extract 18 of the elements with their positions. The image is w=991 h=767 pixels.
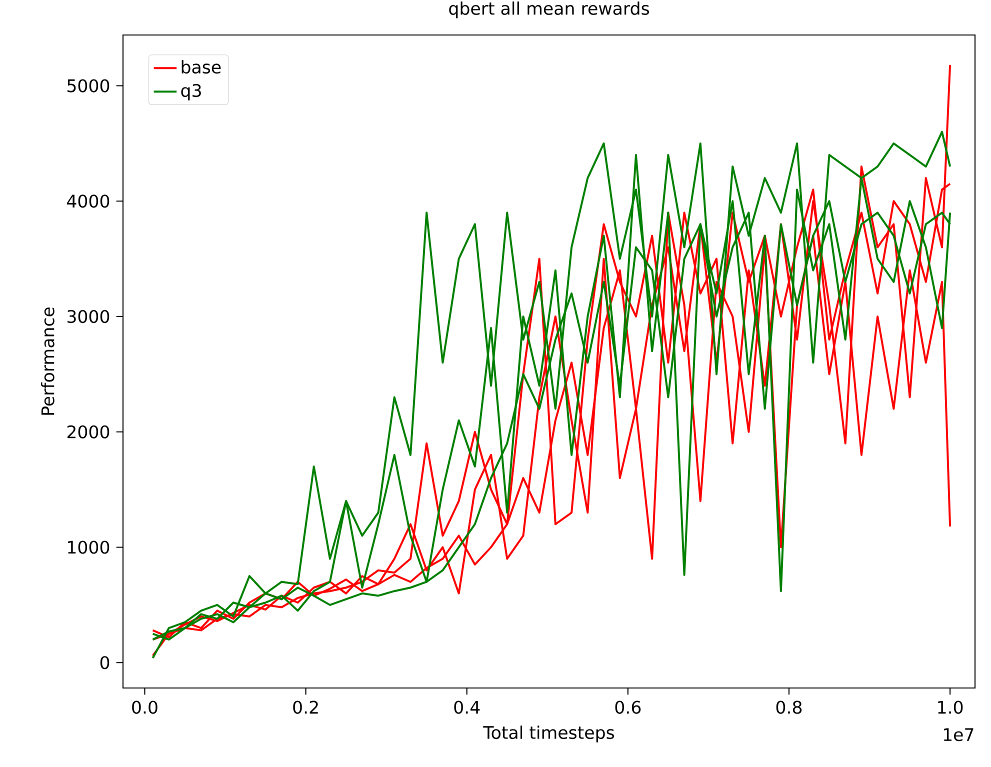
x-tick-label: 0.8 xyxy=(776,700,802,714)
y-tick-label: 5000 xyxy=(68,79,110,92)
legend-label: q3 xyxy=(181,84,201,100)
x-tick-label: 0.4 xyxy=(454,700,480,714)
y-tick-label: 1000 xyxy=(68,540,110,554)
y-tick-label: 0 xyxy=(100,656,110,670)
y-tick-label: 4000 xyxy=(67,194,110,208)
x-tick-label: 0.2 xyxy=(293,700,318,714)
y-tick-label: 2000 xyxy=(67,425,110,438)
chart-title: qbert all mean rewards xyxy=(449,2,649,18)
x-tick-label: 1.0 xyxy=(938,700,963,714)
y-axis-title: Performance xyxy=(40,307,54,415)
x-tick-label: 0.6 xyxy=(615,700,641,714)
text: 1e7 xyxy=(944,728,974,742)
legend-label: base xyxy=(182,60,221,74)
x-tick-label: 0.0 xyxy=(132,700,158,714)
x-axis-title: Total timesteps xyxy=(483,726,614,742)
y-tick-label: 3000 xyxy=(67,310,110,324)
